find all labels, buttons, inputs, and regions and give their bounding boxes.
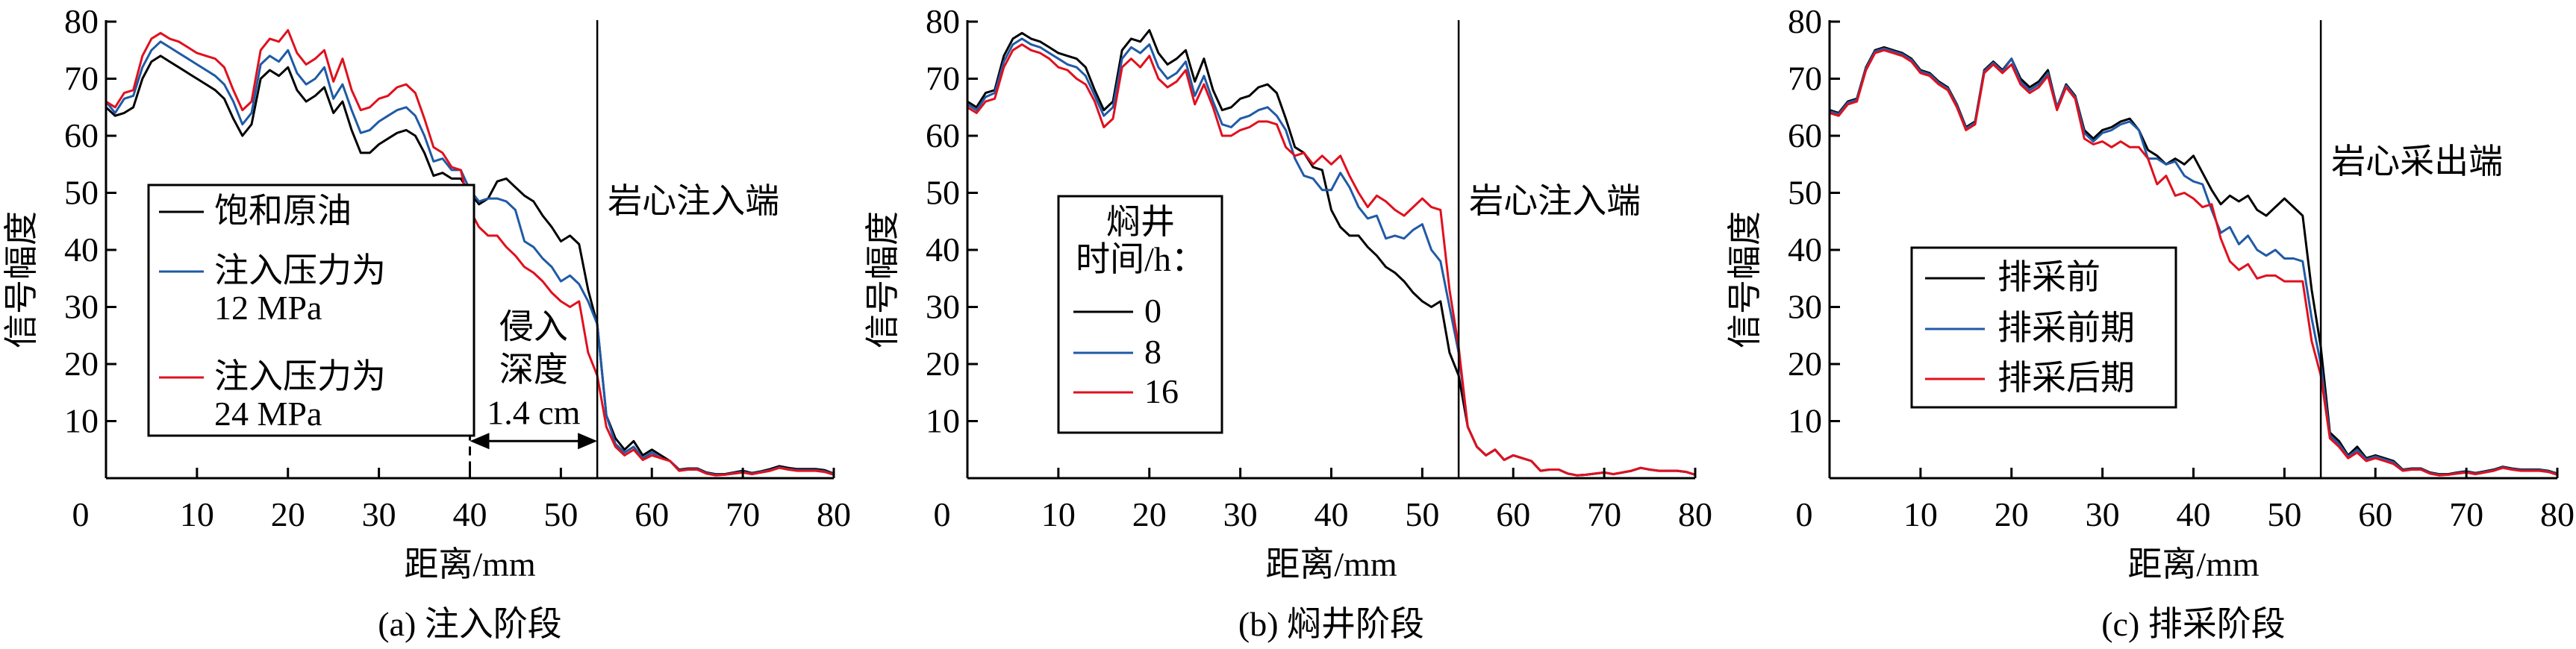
x-tick-label: 80 xyxy=(817,495,851,533)
x-tick-label: 0 xyxy=(72,495,90,533)
x-tick-label: 70 xyxy=(726,495,760,533)
x-tick-label: 70 xyxy=(2449,495,2483,533)
core-end-label: 岩心采出端 xyxy=(2331,142,2503,181)
core-end-label: 岩心注入端 xyxy=(608,182,779,220)
y-tick-label: 50 xyxy=(64,174,99,212)
y-tick-label: 60 xyxy=(1788,116,1822,154)
y-axis-label: 信号幅度 xyxy=(1726,211,1764,348)
y-tick-label: 60 xyxy=(64,116,99,154)
arrowhead-left-icon xyxy=(470,433,490,450)
y-tick-label: 20 xyxy=(1788,345,1822,383)
y-tick-label: 40 xyxy=(64,231,99,269)
legend-label-1: 排采前期 xyxy=(1998,309,2135,347)
x-tick-label: 0 xyxy=(1796,495,1813,533)
chart-caption: (c) 排采阶段 xyxy=(2101,605,2286,643)
arrowhead-right-icon xyxy=(578,433,598,450)
legend-label-0: 排采前 xyxy=(1998,258,2101,296)
x-tick-label: 10 xyxy=(180,495,214,533)
legend-label-0: 0 xyxy=(1144,292,1161,330)
y-tick-label: 80 xyxy=(926,2,960,40)
legend-label-1: 8 xyxy=(1144,333,1161,371)
y-tick-label: 70 xyxy=(64,60,99,98)
y-tick-label: 20 xyxy=(926,345,960,383)
x-tick-label: 30 xyxy=(2086,495,2120,533)
x-tick-label: 50 xyxy=(1405,495,1439,533)
chart-panel-a: 10 20 30 40 50 60 70 80 0 10 20 30 40 50 60 70 80 距离/mm 信号… xyxy=(2,2,851,643)
x-tick-label: 60 xyxy=(1496,495,1530,533)
x-axis-label: 距离/mm xyxy=(404,545,536,583)
legend-label-1: 注入压力为 12 MPa xyxy=(214,251,386,327)
legend-label-line: 饱和原油 xyxy=(214,192,352,230)
x-tick-label: 0 xyxy=(934,495,951,533)
y-tick-label: 30 xyxy=(926,288,960,326)
y-tick-label: 30 xyxy=(64,288,99,326)
x-axis-label: 距离/mm xyxy=(2127,545,2260,583)
legend-label-line: 24 MPa xyxy=(214,395,322,433)
x-tick-label: 60 xyxy=(634,495,669,533)
y-tick-label: 10 xyxy=(926,402,960,440)
y-tick-label: 60 xyxy=(926,116,960,154)
chart-caption: (a) 注入阶段 xyxy=(378,605,562,643)
legend-label-line: 12 MPa xyxy=(214,289,322,327)
x-tick-label: 10 xyxy=(1041,495,1076,533)
x-tick-label: 40 xyxy=(453,495,487,533)
y-tick-label: 80 xyxy=(1788,2,1822,40)
legend-label-0: 饱和原油 xyxy=(214,192,352,230)
intrusion-depth-label: 侵入 xyxy=(499,308,568,346)
x-tick-label: 50 xyxy=(2267,495,2301,533)
x-tick-label: 70 xyxy=(1587,495,1621,533)
x-tick-label: 20 xyxy=(1132,495,1167,533)
legend-label-2: 16 xyxy=(1144,372,1179,410)
y-tick-label: 10 xyxy=(1788,402,1822,440)
y-tick-label: 40 xyxy=(926,231,960,269)
intrusion-depth-label: 1.4 cm xyxy=(487,393,580,431)
x-tick-label: 10 xyxy=(1903,495,1938,533)
x-tick-label: 30 xyxy=(362,495,396,533)
x-tick-label: 40 xyxy=(1314,495,1349,533)
legend-label-2: 注入压力为 24 MPa xyxy=(214,357,386,433)
y-tick-label: 10 xyxy=(64,402,99,440)
legend-label-line: 注入压力为 xyxy=(214,251,386,289)
y-axis-label: 信号幅度 xyxy=(2,211,40,348)
x-tick-label: 20 xyxy=(1995,495,2029,533)
y-axis-label: 信号幅度 xyxy=(864,211,902,348)
x-axis-label: 距离/mm xyxy=(1265,545,1397,583)
chart-panel-c: 10 20 30 40 50 60 70 80 0 10 20 30 40 50 60 70 80 距离/mm 信号… xyxy=(1726,2,2575,643)
x-tick-label: 40 xyxy=(2177,495,2211,533)
legend-box xyxy=(147,184,475,437)
y-tick-label: 70 xyxy=(1788,60,1822,98)
legend-label-line: 注入压力为 xyxy=(214,357,386,395)
series-line-2 xyxy=(967,43,1696,477)
x-tick-label: 30 xyxy=(1223,495,1258,533)
intrusion-depth-label: 深度 xyxy=(499,351,568,389)
y-tick-label: 70 xyxy=(926,60,960,98)
x-tick-label: 50 xyxy=(543,495,578,533)
y-tick-label: 20 xyxy=(64,345,99,383)
x-tick-label: 80 xyxy=(2540,495,2575,533)
x-tick-label: 80 xyxy=(1678,495,1712,533)
series-line-2 xyxy=(1829,48,2558,477)
y-tick-label: 50 xyxy=(926,174,960,212)
x-tick-label: 60 xyxy=(2358,495,2392,533)
y-tick-label: 50 xyxy=(1788,174,1822,212)
x-tick-label: 20 xyxy=(271,495,305,533)
legend-box xyxy=(1910,246,2177,409)
chart-caption: (b) 焖井阶段 xyxy=(1238,605,1424,643)
y-tick-label: 80 xyxy=(64,2,99,40)
y-tick-label: 30 xyxy=(1788,288,1822,326)
legend-title: 焖井 xyxy=(1106,203,1175,241)
legend-label-2: 排采后期 xyxy=(1998,359,2135,397)
legend-title: 时间/h： xyxy=(1076,240,1206,278)
core-end-label: 岩心注入端 xyxy=(1469,182,1641,220)
y-tick-label: 40 xyxy=(1788,231,1822,269)
